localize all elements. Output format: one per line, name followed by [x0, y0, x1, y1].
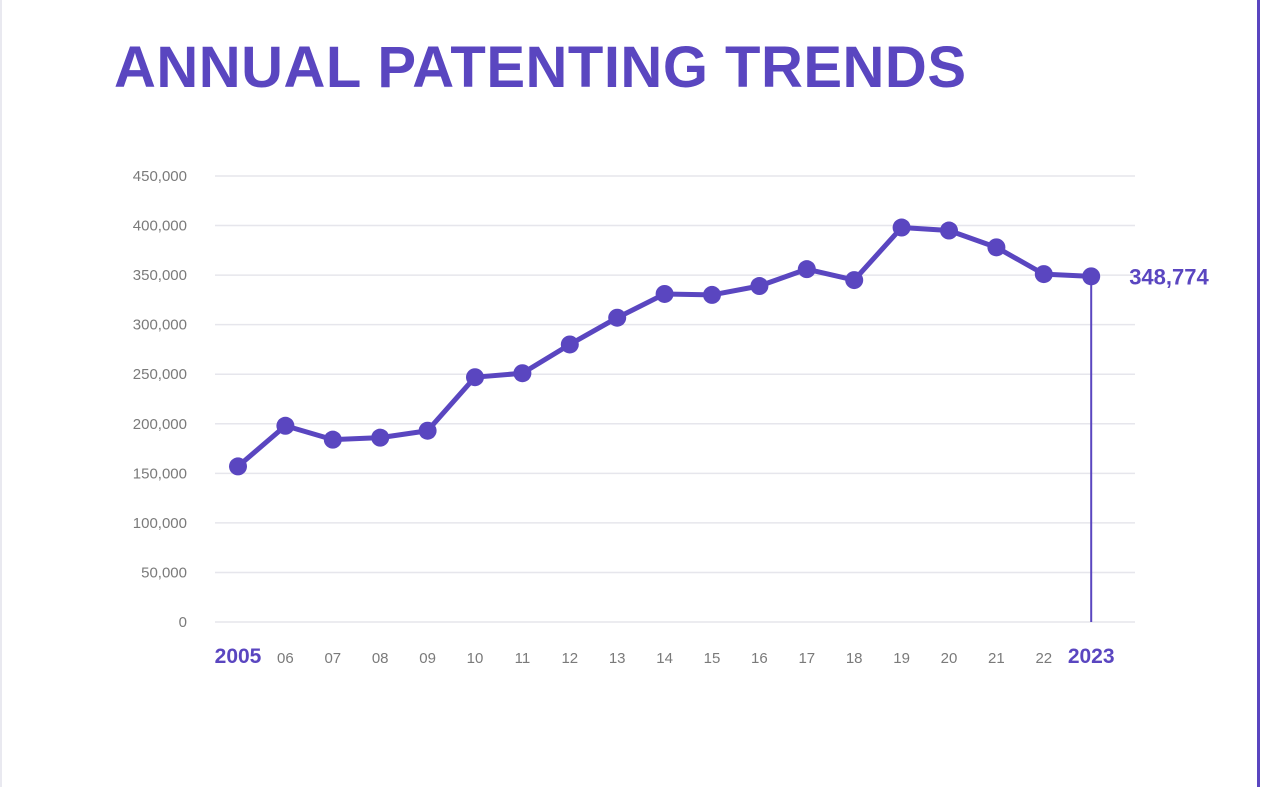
data-point: [987, 238, 1006, 257]
y-tick-label: 50,000: [141, 564, 187, 581]
y-tick-label: 450,000: [133, 168, 187, 185]
data-point: [1082, 267, 1101, 286]
x-tick-label: 09: [419, 650, 436, 667]
y-tick-label: 300,000: [133, 317, 187, 334]
x-tick-label: 13: [609, 650, 626, 667]
data-point: [513, 364, 532, 383]
y-tick-label: 350,000: [133, 267, 187, 284]
data-point: [608, 308, 627, 327]
data-point: [655, 284, 674, 303]
data-point: [940, 221, 958, 240]
x-tick-label: 16: [751, 650, 768, 667]
chart-title: ANNUAL PATENTING TRENDS: [114, 35, 967, 100]
x-tick-label: 18: [846, 650, 863, 667]
data-point: [797, 260, 816, 279]
data-point: [229, 457, 247, 476]
data-point: [418, 421, 437, 440]
x-tick-label: 06: [277, 650, 294, 667]
y-tick-label: 0: [179, 614, 187, 631]
x-tick-label: 11: [515, 650, 531, 667]
x-tick-label: 22: [1035, 650, 1052, 667]
x-tick-label: 12: [561, 650, 578, 667]
data-point: [750, 277, 769, 296]
data-point: [1034, 265, 1053, 284]
x-tick-label: 08: [372, 650, 389, 667]
x-tick-label: 17: [798, 650, 815, 667]
annotation-label: 348,774: [1129, 264, 1209, 289]
data-point: [892, 218, 911, 237]
y-tick-label: 200,000: [133, 416, 187, 433]
x-tick-label: 2023: [1068, 645, 1115, 668]
x-tick-label: 20: [941, 650, 958, 667]
x-tick-label: 2005: [215, 645, 262, 668]
x-tick-label: 07: [324, 650, 341, 667]
page-frame-right: [1257, 0, 1260, 787]
y-tick-label: 150,000: [133, 465, 187, 482]
x-tick-label: 15: [704, 650, 721, 667]
data-point: [276, 416, 295, 435]
data-point: [560, 335, 579, 354]
series-line: [235, 225, 1094, 469]
y-tick-label: 250,000: [133, 366, 187, 383]
y-tick-label: 400,000: [133, 218, 187, 235]
y-tick-label: 100,000: [133, 515, 187, 532]
data-point: [323, 430, 342, 449]
data-point: [466, 368, 484, 387]
data-point: [845, 271, 864, 290]
page-frame-left: [0, 0, 2, 787]
data-point: [371, 428, 390, 447]
x-tick-label: 10: [467, 650, 484, 667]
x-tick-label: 21: [988, 650, 1005, 667]
data-point: [703, 285, 721, 304]
x-tick-label: 19: [893, 650, 910, 667]
x-tick-label: 14: [656, 650, 673, 667]
